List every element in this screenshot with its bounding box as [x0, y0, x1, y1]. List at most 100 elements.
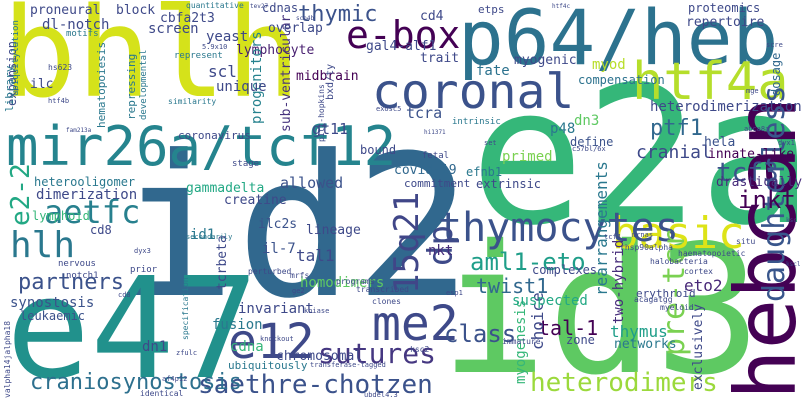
word-stage: stage	[232, 160, 259, 169]
word-abca8a: abca8a	[744, 126, 769, 133]
word-bxd-ty: bxd/ty	[326, 64, 336, 100]
word-dn3: dn3	[574, 114, 599, 128]
word-etps: etps	[478, 4, 505, 15]
word-esp1: esp1	[446, 290, 463, 297]
word-ptf1: ptf1	[650, 118, 703, 140]
word-situ: situ	[736, 238, 755, 246]
word-scn4b: scn4b	[296, 16, 314, 22]
word-heterooligomer: heterooligomer	[34, 176, 135, 188]
word-prior: prior	[130, 266, 157, 275]
word-proteomics: proteomics	[688, 2, 760, 14]
word-cd4: cd4	[420, 10, 443, 23]
word-dn1: dn1	[142, 340, 167, 354]
word-heterodimers: heterodimers	[530, 370, 718, 396]
word-repertoire: repertoire	[686, 16, 764, 29]
word-kniase: kniase	[304, 308, 329, 315]
word-block: block	[116, 4, 155, 17]
word-cdna: cdna	[230, 340, 264, 354]
word-fate: fate	[476, 64, 510, 78]
word-cd8-small: cd8	[118, 292, 131, 299]
word-haematopoietic: haematopoietic	[678, 250, 745, 258]
word-drastically: drastically	[716, 176, 802, 189]
word-developmental: developmental	[140, 50, 149, 120]
word-repressing: repressing	[126, 54, 137, 120]
word-two-hybrid: two-hybrid	[612, 240, 626, 324]
word-mge: mge	[746, 88, 759, 95]
word-dyx3: dyx3	[134, 248, 151, 255]
word-bound: bound	[360, 144, 396, 156]
word-dimerization: dimerization	[36, 188, 137, 202]
word-compensation: compensation	[578, 74, 665, 86]
word-networks: networks	[614, 338, 677, 351]
word-identical: identical	[140, 390, 183, 398]
word-mrnas: mrnas	[632, 232, 653, 239]
word-synostosis: synostosis	[10, 296, 94, 310]
word-htf4c: htf4c	[552, 4, 570, 10]
word-valpha14jalpha18: valpha14jalpha18	[4, 321, 12, 398]
word-covid-19: covid-19	[394, 164, 457, 177]
word-overlap: overlap	[268, 22, 323, 35]
word-unique: unique	[216, 80, 267, 94]
word-htf4b: htf4b	[48, 98, 69, 105]
word-lymphoid: lymphoid	[32, 210, 90, 222]
word-nervous: nervous	[58, 260, 96, 269]
word-proneural: proneural	[30, 4, 100, 17]
word-tal1: tal1	[296, 248, 335, 264]
word-thymocytes: thymocytes	[438, 208, 679, 248]
word-programs: programs	[336, 278, 375, 286]
word-zone: zone	[566, 334, 595, 346]
word-15q21: 15q21	[390, 192, 424, 294]
word-rhsp90alpha: rhsp90alpha	[620, 244, 673, 252]
word-halobacteria: halobacteria	[650, 258, 708, 266]
word-cd8: cd8	[90, 224, 112, 236]
word-progenitors: progenitors	[250, 31, 264, 124]
word-clones: clones	[372, 298, 401, 306]
word-af4p12: af4p12	[162, 376, 187, 383]
word-hi1371: hi1371	[424, 130, 446, 136]
word-extrinsic: extrinsic	[476, 178, 541, 190]
word-secondarily: secondarily	[186, 234, 232, 241]
word-lineage: lineage	[306, 224, 361, 237]
word-kscl: kscl	[786, 262, 800, 268]
word-e2-2: e2-2	[8, 163, 34, 226]
word-scre: scre	[766, 42, 783, 49]
word-dyx1: dyx1	[778, 140, 795, 147]
word-tev27: tev27	[250, 4, 268, 10]
word-gammadelta: gammadelta	[186, 182, 264, 195]
word-invariant: invariant	[238, 302, 314, 316]
word-ilc: ilc	[30, 78, 53, 91]
word-inkt: inkt	[738, 188, 796, 212]
word-myeloid: myeloid	[660, 304, 694, 312]
word-specification: specification	[182, 277, 190, 340]
word-leukaemic: leukaemic	[20, 310, 85, 322]
word-ge2: ge2	[292, 288, 305, 295]
word-knockout: knockout	[260, 336, 294, 343]
word-notch1: notch1	[66, 272, 99, 281]
word-cranial: cranial	[636, 144, 712, 162]
word-immature: immature	[502, 338, 541, 346]
word-fetal: fetal	[422, 152, 449, 161]
word-similarity: similarity	[168, 98, 216, 106]
word-dosage: dosage	[770, 53, 782, 96]
word-perturbed: perturbed	[248, 268, 291, 276]
word-nkt: nkt	[428, 244, 453, 258]
word-coronavirus: coronavirus	[178, 130, 251, 141]
word-motifs: motifs	[66, 30, 99, 39]
word-exclusively: exclusively	[692, 304, 705, 390]
word-craniosynostosis: craniosynostosis	[30, 372, 242, 394]
word-exosc5: exosc5	[376, 106, 401, 113]
word-screen: screen	[148, 22, 199, 36]
word-hs623: hs623	[48, 64, 72, 72]
word-ksc2: ksc2	[410, 346, 429, 354]
word-p48: p48	[550, 122, 575, 136]
word-lymphocyte: lymphocyte	[236, 44, 314, 57]
word-zfulc: zfulc	[176, 350, 197, 357]
word-transcribed: transcribed	[356, 286, 409, 294]
word-complexes: complexes	[532, 264, 597, 276]
word-ksc: ksc	[786, 218, 797, 224]
word-myod: myod	[592, 58, 626, 72]
word-c57bl-6x: c57bl/6x	[572, 146, 606, 153]
word-innate-like: innate-like	[708, 148, 794, 161]
word-myogenic: myogenic	[514, 54, 577, 67]
